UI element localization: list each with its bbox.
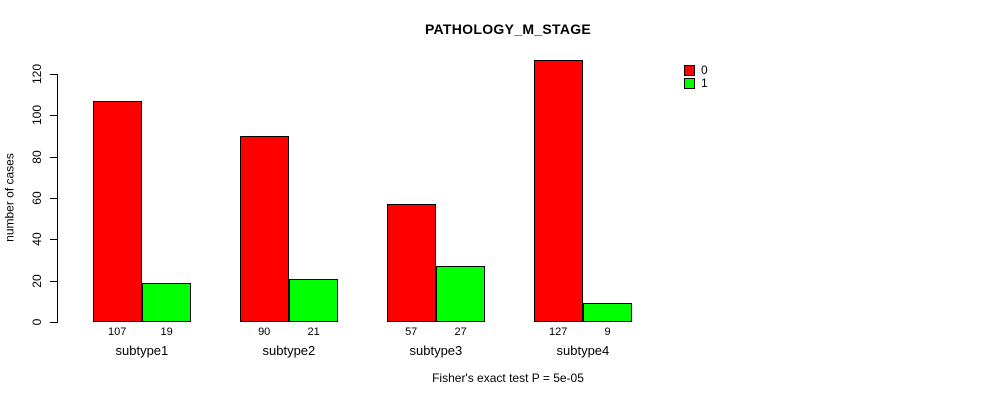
legend-item-0: 0 [684, 64, 708, 76]
y-tick [50, 280, 57, 282]
legend-label-1: 1 [701, 76, 708, 90]
fisher-test-note: Fisher's exact test P = 5e-05 [432, 371, 584, 385]
y-tick [50, 156, 57, 158]
bar-0-subtype3 [386, 204, 436, 322]
bar-0-subtype2 [239, 136, 289, 322]
y-tick-label: 120 [30, 63, 44, 85]
chart-title: PATHOLOGY_M_STAGE [424, 21, 592, 37]
legend-label-0: 0 [701, 63, 708, 77]
y-axis-line [57, 74, 58, 323]
bar-value-label: 57 [405, 326, 418, 338]
bar-1-subtype2 [288, 278, 339, 322]
bar-value-label: 9 [604, 326, 611, 338]
legend: 0 1 [684, 64, 708, 90]
bar-value-label: 107 [108, 326, 127, 338]
y-tick [50, 198, 57, 199]
category-label: subtype1 [115, 343, 169, 358]
y-tick [50, 115, 57, 117]
y-tick-label: 40 [30, 232, 44, 247]
bar-1-subtype4 [582, 303, 633, 322]
bar-value-label: 127 [549, 326, 568, 338]
y-tick-label: 60 [30, 191, 44, 205]
bar-1-subtype3 [435, 266, 486, 322]
bar-value-label: 19 [160, 326, 173, 338]
category-label: subtype4 [556, 343, 610, 358]
category-label: subtype3 [409, 343, 463, 358]
category-label: subtype2 [262, 343, 316, 358]
bar-value-label: 27 [454, 326, 467, 338]
bar-value-label: 90 [258, 326, 271, 338]
y-tick [50, 239, 57, 241]
bar-1-subtype1 [141, 282, 192, 322]
y-tick [50, 322, 57, 323]
bar-0-subtype4 [533, 59, 583, 322]
y-tick [50, 74, 57, 75]
bar-value-label: 21 [307, 326, 320, 338]
legend-swatch-green [684, 77, 695, 89]
y-tick-label: 100 [30, 105, 44, 126]
y-tick-label: 80 [30, 149, 44, 164]
y-axis-label: number of cases [2, 153, 17, 242]
legend-item-1: 1 [684, 77, 708, 89]
legend-swatch-red [684, 64, 695, 76]
y-tick-label: 20 [30, 273, 44, 288]
bar-0-subtype1 [92, 100, 142, 322]
y-tick-label: 0 [30, 318, 44, 326]
